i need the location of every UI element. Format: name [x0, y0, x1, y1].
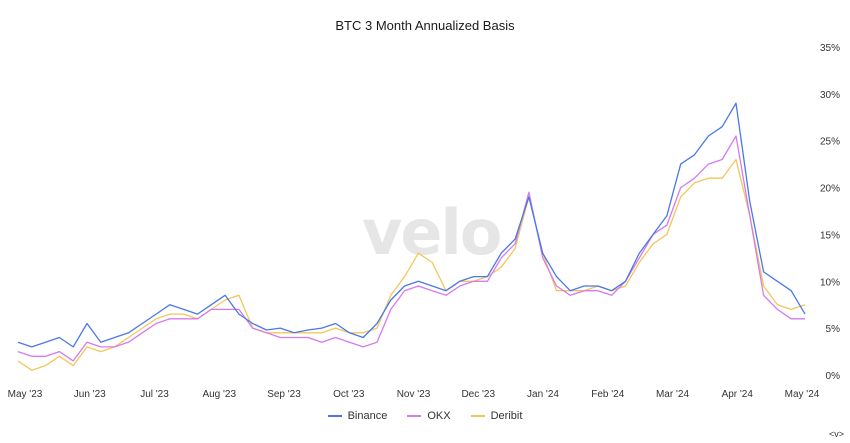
- y-tick-label: 25%: [820, 137, 840, 148]
- y-tick-label: 15%: [820, 230, 840, 241]
- x-tick-label: May '23: [8, 389, 43, 400]
- x-tick-label: Feb '24: [591, 389, 624, 400]
- y-tick-label: 5%: [826, 324, 841, 335]
- x-tick-label: Jul '23: [140, 389, 169, 400]
- x-tick-label: Mar '24: [656, 389, 689, 400]
- legend-label-deribit: Deribit: [490, 410, 523, 422]
- y-axis: 0% 5% 10% 15% 20% 25% 30% 35%: [820, 43, 840, 382]
- x-tick-label: Apr '24: [722, 389, 754, 400]
- series-line-binance[interactable]: [17, 102, 806, 348]
- x-tick-label: May '24: [785, 389, 820, 400]
- x-axis: May '23 Jun '23 Jul '23 Aug '23 Sep '23 Oct '…: [8, 389, 820, 400]
- x-tick-label: Oct '23: [333, 389, 365, 400]
- expand-toggle-icon[interactable]: <v>: [828, 429, 844, 439]
- legend: Binance OKX Deribit: [0, 410, 850, 422]
- x-tick-label: Jan '24: [527, 389, 559, 400]
- x-tick-label: Nov '23: [397, 389, 431, 400]
- y-tick-label: 20%: [820, 184, 840, 195]
- watermark-logo: velo: [362, 196, 502, 269]
- y-tick-label: 10%: [820, 277, 840, 288]
- series-line-okx[interactable]: [17, 135, 805, 362]
- legend-label-okx: OKX: [427, 410, 451, 422]
- x-tick-label: Sep '23: [267, 389, 301, 400]
- legend-item-binance[interactable]: Binance: [327, 410, 388, 422]
- series-line-deribit[interactable]: [17, 158, 806, 371]
- legend-swatch-deribit: [470, 415, 485, 417]
- y-tick-label: 35%: [820, 43, 840, 54]
- series-layer: [17, 102, 806, 371]
- x-tick-label: Dec '23: [461, 389, 495, 400]
- y-tick-label: 0%: [826, 371, 841, 382]
- chart-title: BTC 3 Month Annualized Basis: [335, 18, 515, 33]
- legend-swatch-binance: [327, 415, 342, 417]
- legend-item-deribit[interactable]: Deribit: [470, 410, 523, 422]
- legend-item-okx[interactable]: OKX: [407, 410, 451, 422]
- y-tick-label: 30%: [820, 90, 840, 101]
- legend-label-binance: Binance: [347, 410, 388, 422]
- x-tick-label: Aug '23: [202, 389, 236, 400]
- legend-swatch-okx: [407, 415, 422, 417]
- x-tick-label: Jun '23: [74, 389, 106, 400]
